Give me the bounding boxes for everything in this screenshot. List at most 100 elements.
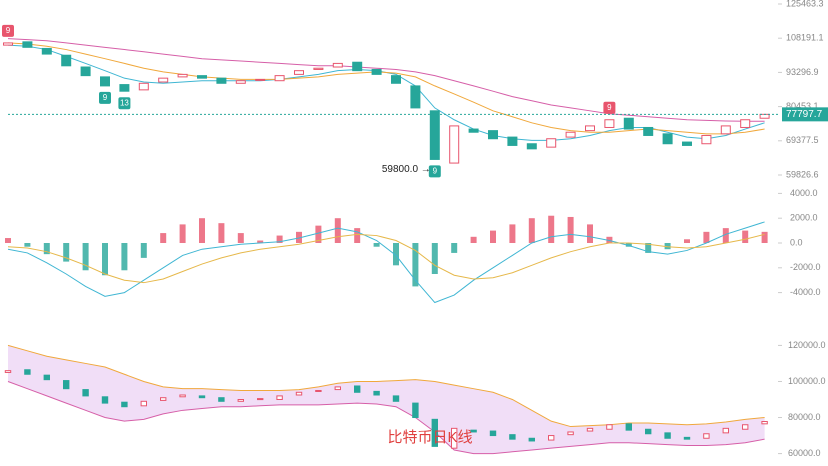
candle (313, 67, 324, 70)
macd-bar (43, 243, 50, 255)
macd-bar (160, 233, 167, 243)
candle (722, 427, 729, 434)
candle (22, 41, 33, 48)
y-tick-label: 59826.6 (786, 169, 819, 179)
last-price-box (782, 107, 828, 122)
candle (489, 430, 497, 437)
annotation-box (603, 101, 616, 114)
y-tick-label: -2000.0 (790, 262, 821, 272)
candle (759, 113, 770, 119)
y-tick-label: 69377.5 (786, 135, 819, 145)
macd-bar (431, 243, 438, 274)
macd-bar (606, 236, 613, 243)
ma-line (7, 38, 765, 122)
candle (119, 84, 130, 92)
macd-bar (528, 218, 535, 243)
macd-bar (761, 231, 768, 243)
macd-bar (373, 243, 380, 247)
y-tick-label: 80000.0 (788, 412, 821, 422)
candle (100, 76, 110, 87)
candle (451, 427, 458, 449)
candle (625, 423, 632, 431)
candle (761, 420, 768, 425)
candle (468, 128, 479, 133)
candle (701, 134, 712, 145)
band-fill (8, 345, 765, 454)
macd-bar (237, 233, 244, 243)
macd-bar (451, 243, 458, 253)
candle (703, 433, 710, 439)
candle (197, 75, 207, 79)
candle (586, 427, 594, 432)
candle (410, 85, 421, 109)
macd-bar (470, 236, 477, 243)
candle (371, 68, 382, 75)
annotation-box (2, 24, 14, 37)
candle (720, 125, 731, 135)
macd-bar (102, 243, 108, 276)
macd-bar (393, 243, 399, 266)
candle (643, 126, 654, 136)
candle (352, 61, 363, 72)
macd-bar (315, 225, 322, 243)
candle (255, 78, 266, 81)
candle (354, 385, 361, 393)
candle (662, 133, 673, 145)
candle (274, 75, 285, 82)
candle (567, 431, 574, 436)
candle (429, 110, 440, 160)
candle (449, 125, 460, 164)
candle (740, 119, 751, 128)
candle (276, 395, 283, 401)
candle (645, 428, 652, 435)
annotation-box (118, 97, 131, 110)
candle (488, 130, 498, 140)
annotation: 9 (6, 26, 11, 35)
candle (315, 389, 322, 392)
candle (138, 82, 149, 91)
macd-line (7, 221, 765, 304)
macd-bar (645, 243, 652, 253)
candle (80, 66, 91, 77)
candle (682, 141, 692, 146)
macd-bar (567, 216, 574, 243)
annotation: 9 (607, 103, 612, 112)
candle (61, 54, 72, 67)
macd-bar (703, 231, 710, 243)
y-tick-label: 108191.1 (786, 33, 824, 43)
candle (526, 143, 537, 150)
band-upper (7, 344, 765, 428)
candle (332, 62, 343, 68)
macd-bar (354, 228, 361, 243)
macd-bar (625, 243, 632, 247)
y-tick-label: 100000.0 (788, 376, 826, 386)
macd-bar (82, 243, 89, 271)
candle (4, 370, 12, 373)
candle (509, 434, 516, 440)
ma-line (7, 42, 765, 135)
candle (604, 119, 615, 128)
macd-line (7, 233, 765, 284)
candle (140, 400, 148, 407)
candle (664, 432, 671, 439)
candle (507, 136, 518, 146)
candle (257, 398, 264, 401)
candle (565, 131, 576, 138)
candle (216, 77, 227, 84)
macd-bar (199, 218, 205, 243)
candle (177, 73, 188, 78)
annotation-box (99, 91, 111, 104)
candle (742, 424, 749, 430)
macd-bar (684, 239, 690, 243)
candle (179, 394, 186, 398)
candle (237, 399, 245, 402)
candle (528, 437, 535, 442)
candle (24, 369, 31, 375)
candle (683, 436, 691, 440)
candle (546, 138, 557, 148)
macd-bar (334, 218, 341, 243)
annotation: 9 (103, 93, 108, 102)
annotation-box (428, 165, 441, 178)
candle (295, 391, 303, 396)
